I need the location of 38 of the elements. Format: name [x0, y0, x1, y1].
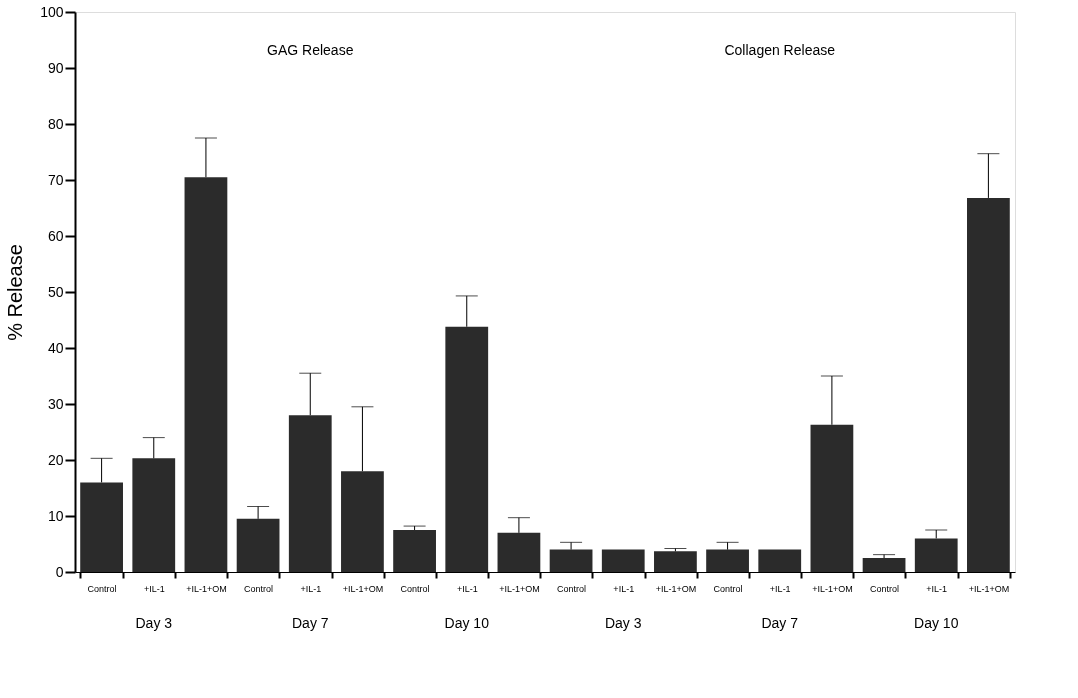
x-tick-label: +IL-1 [300, 583, 322, 594]
x-tick-label: Control [713, 583, 743, 594]
y-axis-title: % Release [4, 244, 27, 341]
text: Day 3 [135, 615, 173, 631]
y-tick-label: 30 [47, 395, 64, 412]
x-tick-label: Control [557, 583, 587, 594]
text: Day 7 [761, 615, 799, 631]
text: Day 10 [914, 615, 959, 631]
y-tick-label: 60 [47, 227, 64, 244]
y-tick-label: 100 [40, 3, 64, 20]
y-tick-label: 0 [55, 563, 64, 580]
x-tick-label: +IL-1+OM [812, 583, 853, 594]
x-tick-label: Control [244, 583, 274, 594]
x-tick-label: +IL-1+OM [968, 583, 1010, 594]
text: Day 10 [444, 615, 490, 631]
annotation: GAG Release [267, 42, 354, 59]
x-tick-label: Control [870, 583, 900, 594]
x-tick-label: +IL-1 [926, 583, 948, 594]
y-tick-label: 80 [47, 115, 64, 132]
annotation: Collagen Release [724, 42, 836, 59]
x-tick-label: +IL-1+OM [655, 583, 697, 594]
text: Day 7 [291, 615, 329, 631]
y-tick-label: 10 [47, 507, 64, 524]
x-tick-label: +IL-1+OM [186, 583, 227, 594]
y-tick-label: 20 [47, 451, 64, 468]
y-tick-label: 50 [47, 283, 64, 300]
y-tick-label: 70 [47, 171, 64, 188]
x-tick-label: +IL-1 [456, 583, 478, 594]
y-tick-label: 90 [47, 59, 64, 76]
x-tick-label: +IL-1 [613, 583, 635, 594]
y-tick-label: 40 [47, 339, 64, 356]
x-tick-label: +IL-1 [769, 583, 791, 594]
x-tick-label: +IL-1+OM [499, 583, 540, 594]
x-tick-label: +IL-1 [143, 583, 165, 594]
x-tick-label: Control [400, 583, 430, 594]
x-tick-label: +IL-1+OM [342, 583, 384, 594]
x-tick-label: Control [87, 583, 117, 594]
text: Day 3 [604, 615, 642, 631]
